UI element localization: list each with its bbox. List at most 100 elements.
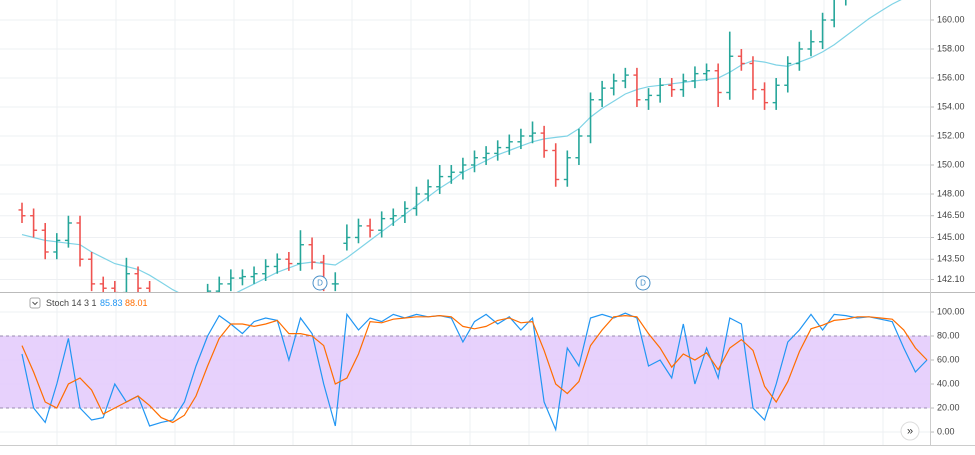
y-tick-label: 154.00 — [937, 101, 965, 111]
collapse-button[interactable] — [29, 297, 41, 309]
ohlc-bar — [749, 56, 757, 100]
ohlc-bar — [610, 73, 618, 96]
event-marker[interactable] — [635, 275, 651, 291]
ohlc-bar — [354, 218, 362, 244]
k-value: 85.83 — [100, 298, 123, 308]
ohlc-bar — [331, 272, 339, 292]
ohlc-bar — [134, 266, 142, 292]
ohlc-bar — [505, 134, 513, 155]
ohlc-bar — [761, 82, 769, 110]
ohlc-bar — [540, 125, 548, 158]
scroll-circle[interactable] — [900, 421, 920, 441]
chevron — [32, 301, 38, 306]
y-tick-label: 150.00 — [937, 159, 965, 169]
indicator-title: Stoch 14 3 1 — [46, 298, 97, 308]
stoch-legend: Stoch 14 3 1 85.83 88.01 — [29, 297, 148, 309]
ohlc-bar — [844, 0, 847, 6]
event-marker[interactable] — [312, 275, 328, 291]
stoch-plot — [0, 293, 930, 445]
ohlc-bar — [772, 78, 780, 110]
ohlc-bar — [830, 0, 835, 28]
ohlc-bar — [111, 280, 119, 292]
y-tick-label: 160.00 — [937, 14, 965, 24]
ohlc-bar — [575, 128, 583, 165]
y-tick-label: 152.00 — [937, 130, 965, 140]
ohlc-bar — [784, 56, 792, 93]
ohlc-bar — [215, 276, 223, 292]
band-fill — [0, 335, 930, 409]
ohlc-bar — [158, 295, 165, 324]
ohlc-bar — [656, 78, 664, 103]
ohlc-bar — [30, 208, 38, 238]
y-tick-label: 100.00 — [937, 306, 965, 316]
y-tick-label: 60.00 — [937, 354, 960, 364]
axes: 160.00 158.00 156.00 154.00 152.00 150.00 148.… — [930, 14, 965, 436]
event-label: D — [640, 279, 646, 288]
y-tick-label: 142.10 — [937, 274, 965, 284]
ohlc-bar — [645, 88, 653, 110]
scroll-button[interactable]: » — [900, 421, 920, 441]
ohlc-bar — [819, 12, 827, 50]
ohlc-bar — [389, 208, 397, 226]
scroll-label: » — [907, 425, 913, 437]
y-tick-label: 148.00 — [937, 188, 965, 198]
ohlc-bar — [262, 259, 270, 281]
ohlc-bar — [18, 202, 26, 223]
y-tick-label: 20.00 — [937, 402, 960, 412]
ohlc-bar — [668, 78, 676, 97]
ohlc-bar — [552, 143, 560, 187]
ohlc-bar — [471, 150, 478, 173]
ohlc-bar — [795, 41, 803, 71]
ohlc-bar — [181, 310, 188, 332]
ohlc-bar — [737, 49, 745, 71]
ohlc-bar — [598, 80, 606, 107]
y-tick-label: 156.00 — [937, 72, 965, 82]
ohlc-bar — [621, 67, 629, 89]
ohlc-bar — [193, 295, 200, 324]
ohlc-bar — [308, 237, 316, 270]
ohlc-bar — [482, 146, 490, 165]
ohlc-bar — [436, 164, 444, 194]
ohlc-bar — [88, 251, 96, 292]
ohlc-bar — [807, 30, 815, 57]
d-value: 88.01 — [125, 298, 148, 308]
ohlc-bar — [250, 266, 258, 284]
ohlc-bar — [563, 150, 571, 187]
events[interactable]: D D — [312, 275, 651, 291]
ohlc-bar — [679, 73, 687, 97]
ohlc-bar — [703, 63, 711, 81]
ohlc-bar — [459, 157, 467, 180]
ohlc-bar — [227, 269, 235, 292]
y-tick-label: 0.00 — [937, 426, 955, 436]
ohlc-bar — [401, 201, 409, 223]
y-tick-label: 158.00 — [937, 43, 965, 53]
ohlc-bar — [64, 215, 72, 248]
ohlc-bar — [447, 164, 455, 184]
ohlc-bar — [529, 121, 537, 144]
series-line — [21, 314, 928, 424]
ohlc-bar — [285, 251, 293, 271]
ohlc-bar — [691, 66, 699, 89]
ohlc-bar — [238, 269, 246, 286]
ohlc-bar — [53, 233, 61, 260]
ohlc-bar — [296, 230, 304, 271]
ohlc-bar — [494, 140, 502, 161]
ohlc-bar — [378, 211, 386, 238]
ohlc-bar — [366, 218, 374, 238]
ohlc-bar — [206, 283, 212, 292]
ohlc-bar — [99, 276, 107, 292]
ohlc-bar — [41, 222, 49, 260]
y-tick-label: 145.00 — [937, 232, 965, 242]
ohlc-bar — [273, 253, 281, 274]
ohlc-bar — [517, 128, 525, 150]
y-tick-label: 146.50 — [937, 210, 965, 220]
y-tick-label: 40.00 — [937, 378, 960, 388]
ohlc-bar — [714, 63, 722, 107]
ohlc-bar — [726, 31, 734, 100]
y-tick-label: 143.50 — [937, 254, 965, 264]
ohlc-bar — [122, 257, 130, 292]
price-plot — [0, 0, 930, 332]
ohlc-bar — [587, 92, 595, 144]
ohlc-bar — [343, 224, 351, 251]
